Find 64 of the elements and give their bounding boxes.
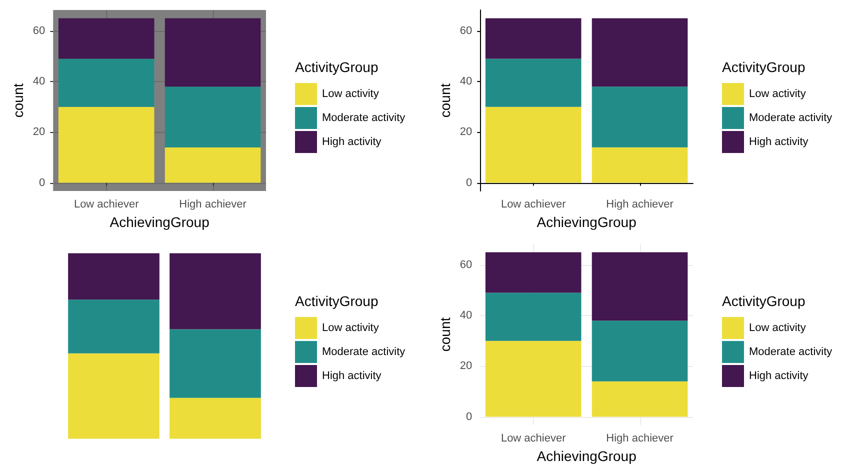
y-axis-title: count	[437, 317, 454, 352]
legend-label: High activity	[322, 136, 382, 148]
legend-label: Low activity	[749, 322, 806, 334]
bar	[485, 292, 582, 341]
bar	[170, 329, 261, 398]
y-tick-label: 40	[460, 310, 472, 322]
bar	[58, 58, 154, 107]
legend-label: Low activity	[749, 88, 806, 100]
bar	[592, 381, 688, 417]
bar	[58, 18, 154, 59]
legend-label: High activity	[749, 370, 809, 382]
y-axis-title: count	[10, 83, 26, 118]
y-tick-label: 40	[32, 76, 46, 88]
legend-label: High activity	[749, 136, 809, 148]
x-axis-title: AchievingGroup	[110, 214, 210, 230]
bar	[485, 58, 582, 107]
y-tick-label: 20	[460, 360, 472, 372]
y-tick-label: 20	[32, 126, 46, 138]
bar	[592, 320, 688, 382]
x-tick-label: High achiever	[179, 198, 247, 210]
x-axis-title: AchievingGroup	[536, 448, 637, 464]
y-tick-label: 60	[460, 24, 472, 37]
x-tick-label: Low achiever	[500, 198, 566, 210]
bar	[485, 106, 582, 183]
y-tick-label: 0	[39, 176, 46, 189]
legend-label: Low activity	[322, 322, 380, 334]
bar	[485, 252, 582, 293]
y-tick-label: 60	[460, 258, 472, 271]
bar	[170, 253, 261, 330]
bar	[68, 253, 160, 300]
legend-label: Moderate activity	[322, 346, 406, 358]
legend-title: ActivityGroup	[295, 59, 378, 75]
bar	[485, 340, 582, 417]
x-tick-label: Low achiever	[74, 198, 140, 210]
x-tick-label: Low achiever	[500, 432, 566, 444]
bar	[485, 18, 582, 59]
bar	[592, 18, 688, 87]
y-tick-label: 40	[460, 76, 472, 88]
legend-label: Moderate activity	[749, 346, 833, 358]
bar	[164, 86, 261, 148]
legend-title: ActivityGroup	[722, 59, 806, 75]
bar	[592, 252, 688, 321]
bar	[592, 147, 688, 183]
x-axis-title: AchievingGroup	[536, 214, 637, 230]
bar	[58, 106, 154, 183]
y-axis-title: count	[437, 83, 454, 118]
bar	[592, 86, 688, 148]
y-tick-label: 0	[466, 176, 472, 189]
y-tick-label: 0	[466, 410, 472, 423]
legend-label: Moderate activity	[749, 112, 833, 124]
bar	[170, 398, 261, 439]
bar	[164, 147, 261, 183]
bar	[68, 300, 160, 354]
legend-label: Moderate activity	[322, 112, 406, 124]
y-tick-label: 20	[460, 126, 472, 138]
legend-title: ActivityGroup	[722, 293, 806, 309]
y-tick-label: 60	[32, 24, 46, 37]
x-tick-label: High achiever	[606, 198, 674, 210]
legend-title: ActivityGroup	[295, 293, 378, 309]
legend-label: Low activity	[322, 88, 380, 100]
bar	[164, 18, 261, 87]
legend-label: High activity	[322, 370, 382, 382]
x-tick-label: High achiever	[606, 432, 674, 444]
bar	[68, 353, 160, 439]
